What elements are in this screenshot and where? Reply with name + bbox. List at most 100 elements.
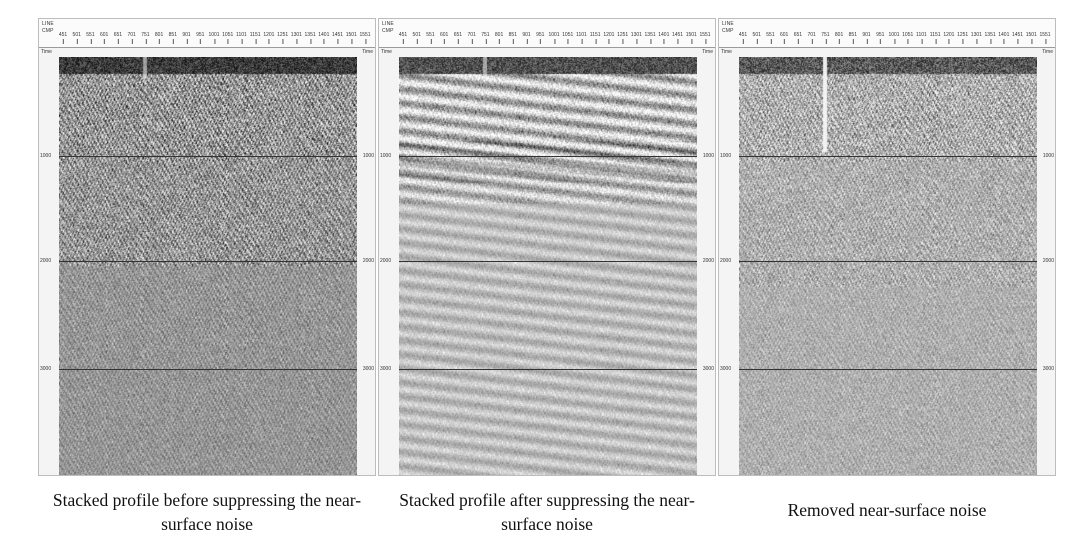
cmp-tick-label: 1451 [331,32,344,44]
cmp-tick-label: 1151 [249,32,261,44]
cmp-tick-label: 1201 [263,32,275,44]
cmp-tick-label: 1051 [222,32,234,44]
time-tick-label-left: 3000 [40,366,52,372]
line-label: LINE [42,21,54,27]
cmp-tick-label: 601 [100,32,109,44]
seismic-image-before [59,57,357,475]
cmp-tick-label: 1401 [998,32,1010,44]
cmp-tick-label: 601 [780,32,789,44]
cmp-tick-label: 1001 [208,32,220,44]
time-tick-label-right: 3000 [702,366,714,372]
cmp-tick-label: 751 [141,32,150,44]
panel-header: LINE CMP 451 501 551 601 651 701 751 801 851 901 9… [719,19,1055,48]
cmp-tick-label: 1251 [957,32,969,44]
cmp-tick-label: 1351 [304,32,316,44]
cmp-tick-label: 551 [86,32,95,44]
cmp-tick-label: 701 [127,32,136,44]
cmp-tick-label: 1251 [277,32,289,44]
time-tick-label-left: 2000 [40,258,52,264]
time-tick-label-right: 3000 [362,366,374,372]
cmp-tick-label: 951 [876,32,885,44]
time-tick-label-right: 1000 [362,153,374,159]
time-tick-label-right: 3000 [1042,366,1054,372]
line-label: LINE [382,21,394,27]
cmp-tick-label: 1551 [359,32,371,44]
cmp-tick-label: 801 [494,32,504,44]
cmp-tick-label: 451 [398,32,408,44]
panel-header: LINE CMP 451 501 551 601 651 701 751 801 851 901 9… [39,19,375,48]
time-gridline [59,261,357,262]
cmp-tick-label: 1551 [1039,32,1051,44]
seismic-image-noise [739,57,1037,475]
time-gridline [399,369,697,370]
time-tick-label-left: 3000 [380,366,392,372]
cmp-tick-label: 1501 [345,32,357,44]
cmp-tick-label: 1101 [236,32,247,44]
panel-header: LINE CMP 451 501 551 601 651 701 751 801 851 901 9… [379,19,715,48]
cmp-tick-label: 1001 [888,32,900,44]
cmp-tick-label: 651 [793,32,803,44]
cmp-tick-label: 701 [467,32,476,44]
time-gridline [399,156,697,157]
time-label-left: Time [41,49,52,55]
cmp-tick-label: 1451 [1011,32,1024,44]
caption-after: Stacked profile after suppressing the ne… [399,490,695,534]
cmp-axis: 451 501 551 601 651 701 751 801 851 901 951 1001 105… [739,32,1051,46]
time-label-left: Time [721,49,732,55]
cmp-tick-label: 751 [821,32,830,44]
cmp-tick-label: 851 [508,32,517,44]
time-gridline [59,369,357,370]
cmp-tick-label: 1201 [943,32,955,44]
cmp-tick-label: 851 [848,32,857,44]
cmp-tick-label: 1101 [576,32,587,44]
cmp-label: CMP [382,28,394,34]
time-tick-label-left: 1000 [720,153,732,159]
caption-noise: Removed near-surface noise [787,500,987,520]
cmp-tick-label: 551 [766,32,775,44]
cmp-tick-label: 451 [58,32,68,44]
time-gridline [739,156,1037,157]
time-tick-label-right: 2000 [362,258,374,264]
cmp-tick-label: 1151 [589,32,601,44]
time-gridline [739,261,1037,262]
cmp-tick-label: 1301 [630,32,642,44]
cmp-tick-label: 1101 [916,32,927,44]
cmp-tick-label: 1051 [562,32,574,44]
cmp-tick-label: 901 [862,32,871,44]
cmp-tick-label: 1401 [658,32,670,44]
time-tick-label-right: 1000 [702,153,714,159]
cmp-tick-label: 951 [536,32,545,44]
time-tick-label-left: 3000 [720,366,732,372]
cmp-tick-label: 1151 [929,32,941,44]
cmp-tick-label: 1051 [902,32,914,44]
cmp-tick-label: 1251 [617,32,629,44]
cmp-tick-label: 1351 [644,32,656,44]
line-label: LINE [722,21,734,27]
cmp-tick-label: 1301 [970,32,982,44]
cmp-tick-label: 901 [522,32,531,44]
cmp-axis: 451 501 551 601 651 701 751 801 851 901 951 1001 105… [399,32,711,46]
cmp-axis: 451 501 551 601 651 701 751 801 851 901 951 1001 105… [59,32,371,46]
cmp-tick-label: 751 [481,32,490,44]
cmp-tick-label: 851 [168,32,177,44]
cmp-tick-label: 501 [752,32,761,44]
cmp-tick-label: 1551 [699,32,711,44]
time-tick-label-left: 2000 [720,258,732,264]
cmp-tick-label: 651 [453,32,463,44]
cmp-tick-label: 1201 [603,32,615,44]
time-label-right: Time [702,49,713,55]
caption-before: Stacked profile before suppressing the n… [52,490,362,534]
time-tick-label-left: 2000 [380,258,392,264]
cmp-tick-label: 1301 [290,32,302,44]
time-tick-label-right: 2000 [1042,258,1054,264]
cmp-tick-label: 1401 [318,32,330,44]
time-gridline [739,369,1037,370]
cmp-tick-label: 601 [440,32,449,44]
cmp-tick-label: 501 [412,32,421,44]
cmp-tick-label: 551 [426,32,435,44]
time-label-right: Time [362,49,373,55]
time-tick-label-right: 1000 [1042,153,1054,159]
cmp-tick-label: 901 [182,32,191,44]
cmp-tick-label: 1001 [548,32,560,44]
time-label-right: Time [1042,49,1053,55]
